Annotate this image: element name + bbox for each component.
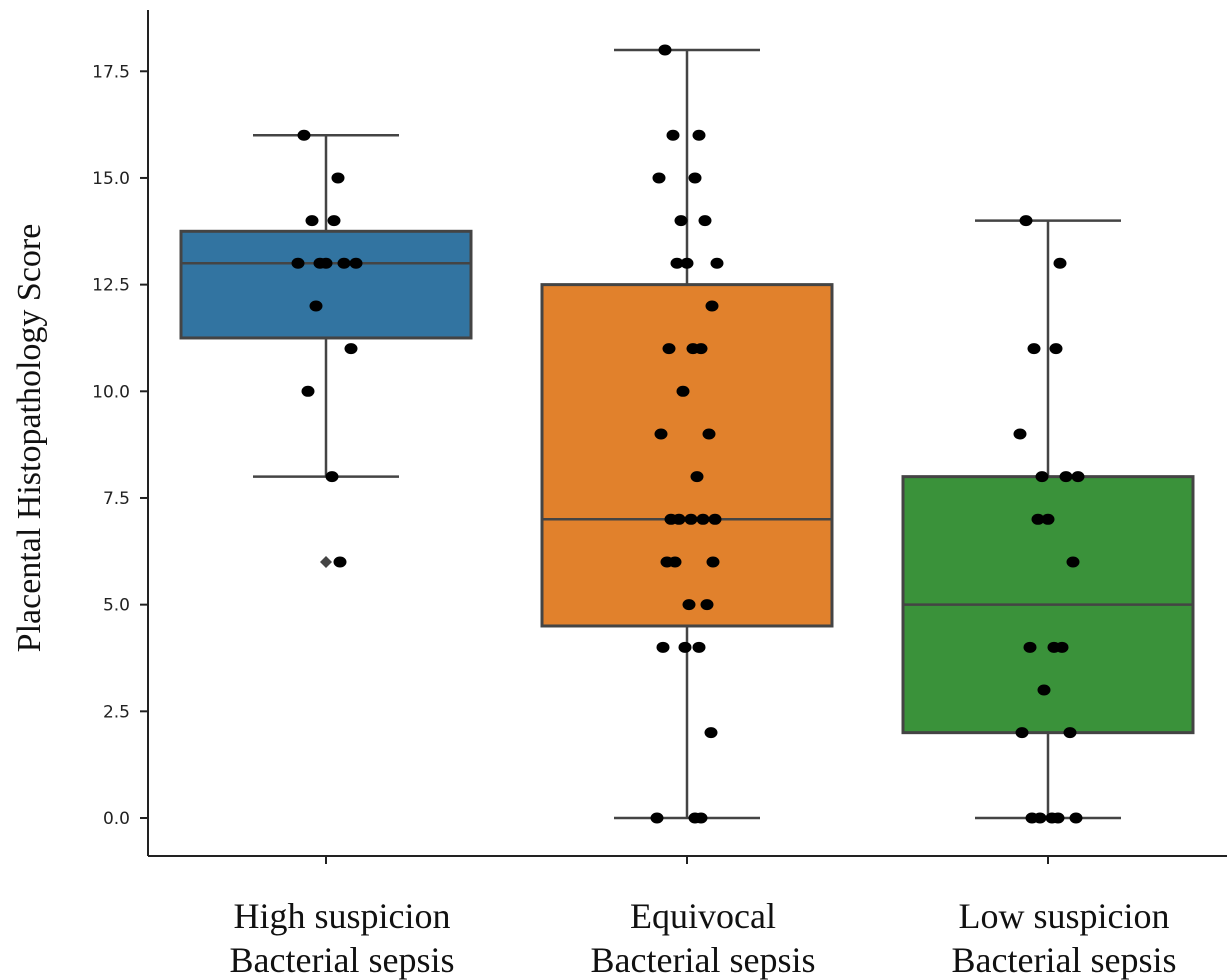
data-point [700, 599, 714, 611]
y-tick-label: 7.5 [103, 489, 130, 509]
data-point [1049, 343, 1063, 355]
data-point [658, 44, 672, 56]
data-point [670, 257, 684, 269]
data-point [1025, 812, 1039, 824]
y-tick-label: 10.0 [92, 382, 130, 402]
data-point [297, 129, 311, 141]
data-point [688, 172, 702, 184]
data-point [1027, 343, 1041, 355]
outlier-marker [320, 555, 332, 568]
data-point [309, 300, 323, 312]
data-point [1013, 428, 1027, 440]
data-point [1045, 812, 1059, 824]
y-tick-label: 17.5 [92, 62, 130, 82]
data-point [664, 513, 678, 525]
data-point [666, 129, 680, 141]
data-point [1041, 513, 1055, 525]
data-point [1069, 812, 1083, 824]
data-point [706, 556, 720, 568]
data-point [1059, 471, 1073, 483]
data-point [696, 513, 710, 525]
x-category-label-line2: Bacterial sepsis [230, 940, 455, 980]
y-tick-label: 0.0 [103, 809, 130, 829]
y-tick-label: 2.5 [103, 702, 130, 722]
data-point [1063, 727, 1077, 739]
x-category-label-line1: High suspicion [233, 896, 450, 936]
data-point [676, 385, 690, 397]
data-point [291, 257, 305, 269]
data-point [652, 172, 666, 184]
data-point [654, 428, 668, 440]
data-point [1015, 727, 1029, 739]
axes: 0.0 2.5 5.0 7.5 10.0 12.5 15.0 17.5 High suspici… [92, 10, 1227, 980]
data-point [337, 257, 351, 269]
data-point [344, 343, 358, 355]
box-iqr [179, 229, 473, 340]
data-point [710, 257, 724, 269]
data-point [1023, 641, 1037, 653]
data-point [1053, 257, 1067, 269]
data-point [682, 599, 696, 611]
data-point [1066, 556, 1080, 568]
data-point [1055, 641, 1069, 653]
data-point [692, 129, 706, 141]
data-point [301, 385, 315, 397]
data-point [319, 257, 333, 269]
data-point [702, 428, 716, 440]
data-point [660, 556, 674, 568]
data-point [680, 257, 694, 269]
y-tick-label: 15.0 [92, 169, 130, 189]
plot-area [179, 44, 1195, 824]
x-category-label-line2: Bacterial sepsis [952, 940, 1177, 980]
data-point [1019, 215, 1033, 227]
data-point [684, 513, 698, 525]
data-point [674, 215, 688, 227]
data-point [1037, 684, 1051, 696]
data-point [305, 215, 319, 227]
data-point [705, 300, 719, 312]
data-point [694, 812, 708, 824]
data-point [333, 556, 347, 568]
data-point [1035, 471, 1049, 483]
box-iqr [540, 283, 834, 628]
data-point [698, 215, 712, 227]
data-point [1071, 471, 1085, 483]
x-category-label-line1: Equivocal [630, 896, 776, 936]
data-point [650, 812, 664, 824]
data-point [656, 641, 670, 653]
x-category-label-line1: Low suspicion [959, 896, 1170, 936]
data-point [662, 343, 676, 355]
data-point [678, 641, 692, 653]
data-point [708, 513, 722, 525]
data-point [331, 172, 345, 184]
y-tick-label: 12.5 [92, 276, 130, 296]
y-axis-label: Placental Histopathology Score [11, 224, 48, 653]
data-point [704, 727, 718, 739]
data-point [325, 471, 339, 483]
data-point [1031, 513, 1045, 525]
y-tick-label: 5.0 [103, 596, 130, 616]
data-point [694, 343, 708, 355]
data-point [327, 215, 341, 227]
data-point [690, 471, 704, 483]
data-point [349, 257, 363, 269]
data-point [692, 641, 706, 653]
x-category-label-line2: Bacterial sepsis [591, 940, 816, 980]
